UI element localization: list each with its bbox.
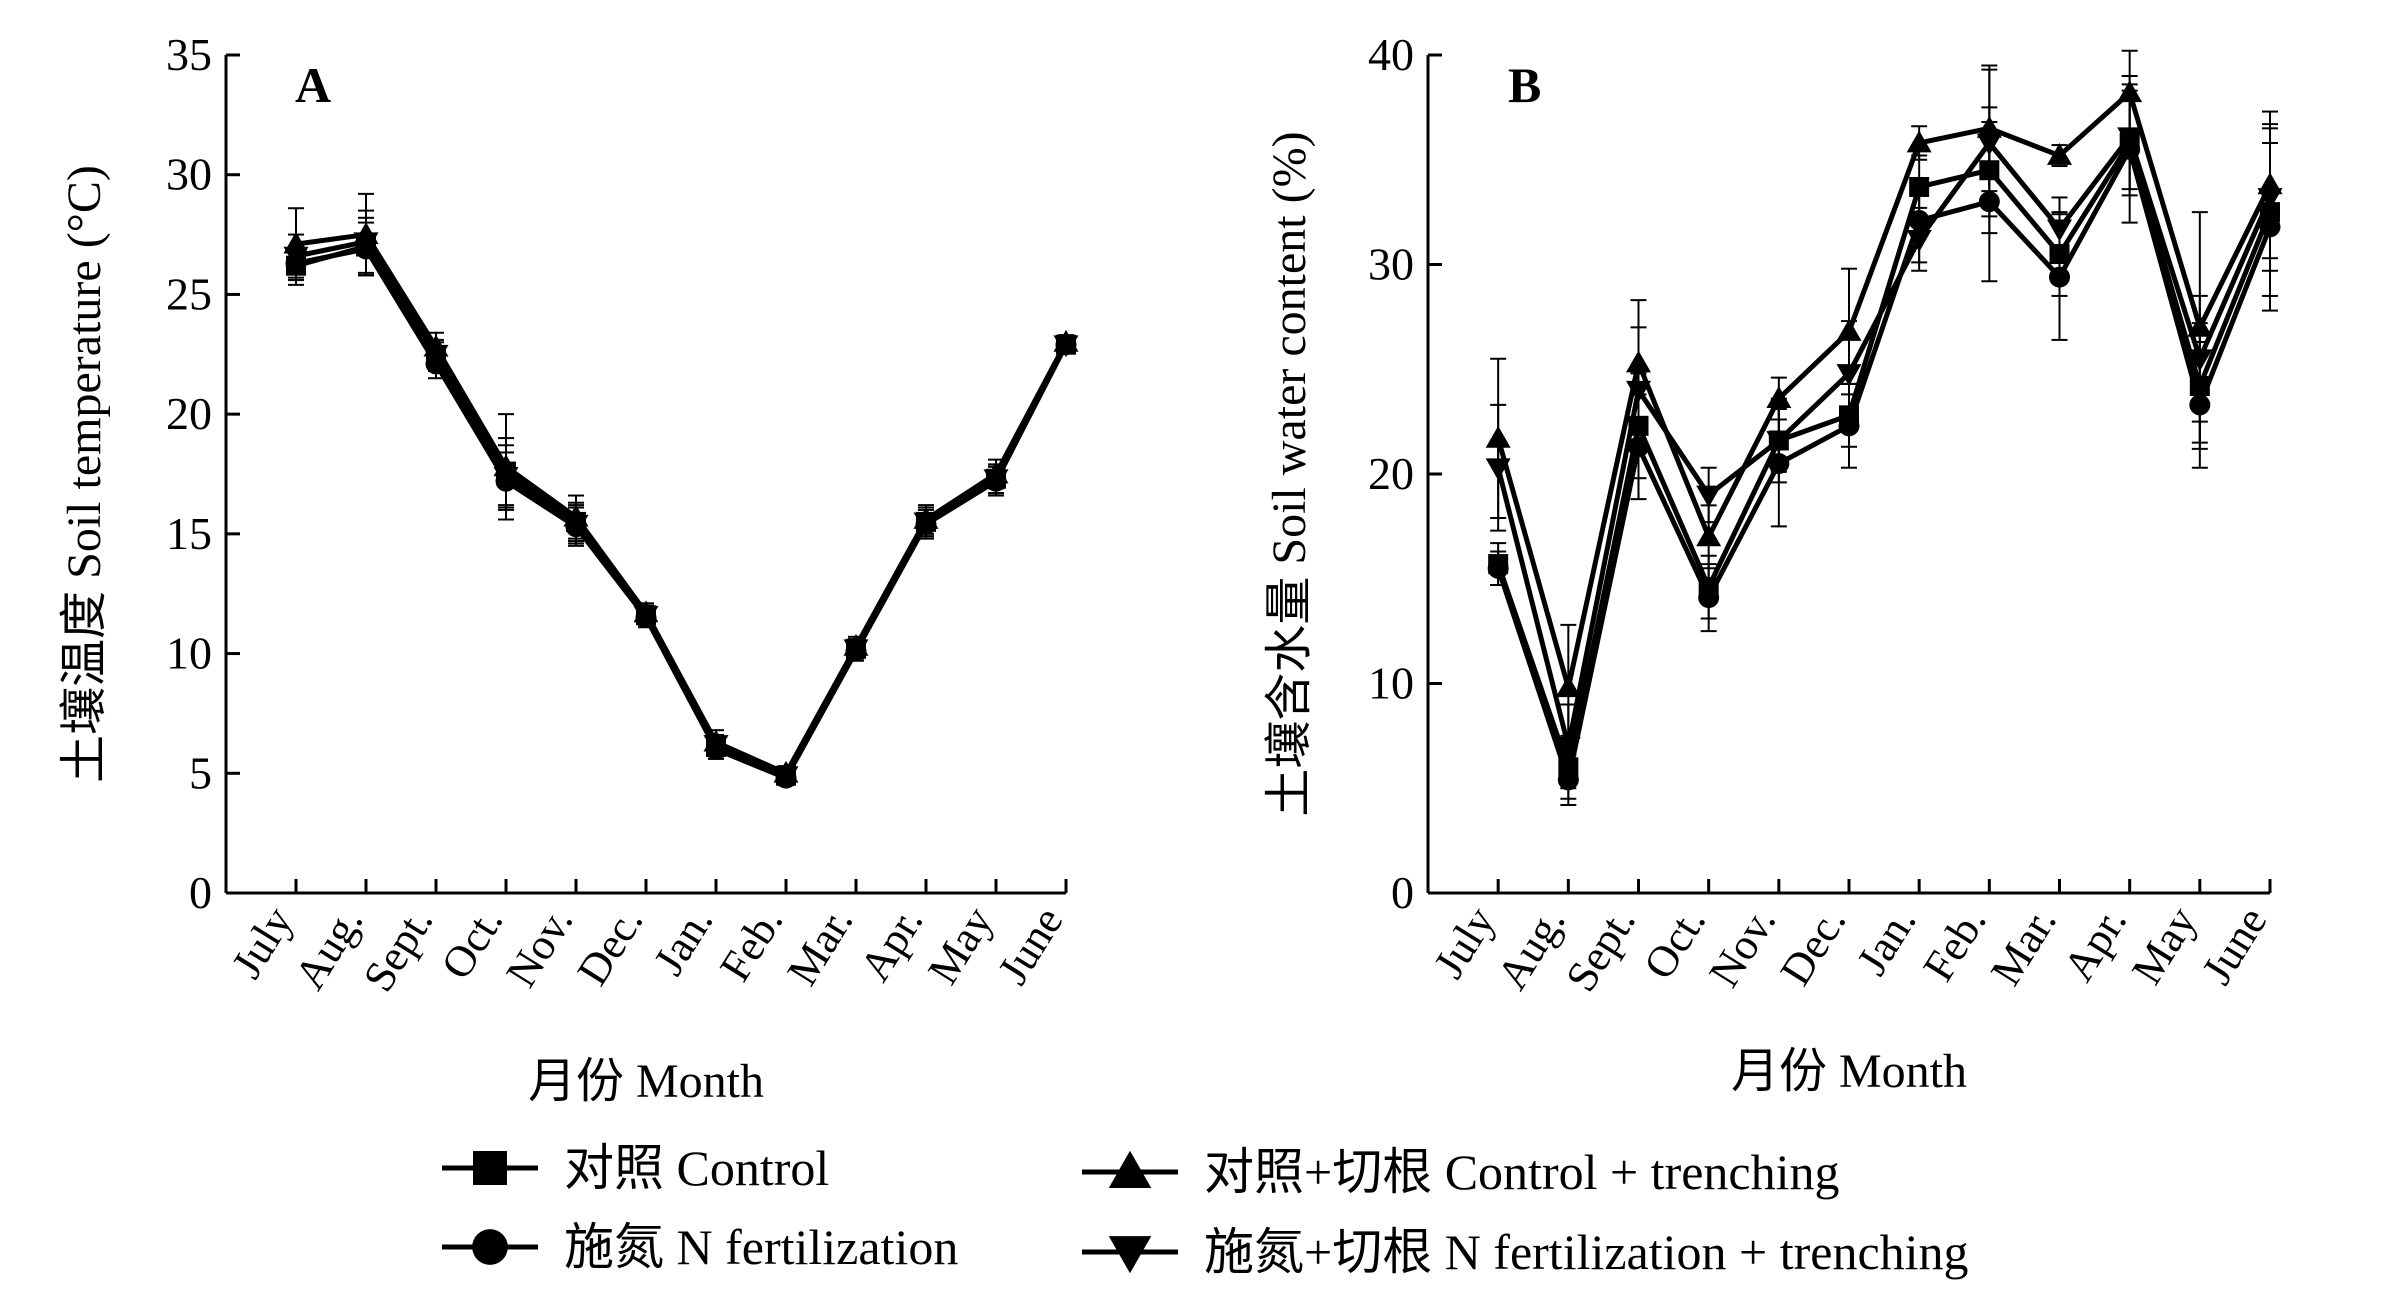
- series-line: [1495, 134, 2273, 749]
- data-point: [1696, 524, 1722, 547]
- legend-item: 对照+切根 Control + trenching: [1082, 1144, 1840, 1200]
- y-tick-label: 10: [166, 628, 212, 679]
- data-point: [983, 469, 1009, 492]
- x-tick-label: Nov.: [1699, 898, 1785, 995]
- data-point: [703, 735, 729, 758]
- panel-a-letter: A: [295, 57, 331, 113]
- y-tick-label: 15: [166, 508, 212, 559]
- data-point: [1696, 485, 1722, 508]
- x-tick-label: Sept.: [354, 898, 443, 1000]
- x-tick-label: Sept.: [1556, 898, 1645, 1000]
- y-tick-label: 30: [1368, 239, 1414, 290]
- x-tick-label: Nov.: [496, 898, 582, 995]
- series-line: [295, 246, 1069, 781]
- x-tick-label: Oct.: [1634, 898, 1715, 987]
- series-line: [295, 239, 1069, 779]
- data-point: [633, 605, 659, 628]
- series-line: [1495, 146, 2273, 783]
- data-point: [423, 344, 449, 367]
- legend-label: 对照 Control: [564, 1140, 829, 1196]
- series-circle: [1487, 74, 2281, 807]
- panel-a-chart: A 05101520253035JulyAug.Sept.Oct.Nov.Dec…: [58, 29, 1079, 1108]
- y-tick-label: 35: [166, 29, 212, 80]
- data-point: [2187, 349, 2213, 372]
- legend-item: 施氮 N fertilization: [442, 1219, 958, 1275]
- data-point: [1976, 133, 2002, 156]
- x-tick-label: Aug.: [1487, 898, 1575, 998]
- series-triangle-down: [283, 209, 1079, 789]
- data-point: [493, 467, 519, 489]
- x-tick-label: Apr.: [850, 898, 932, 989]
- x-tick-label: Aug.: [285, 898, 373, 998]
- y-tick-label: 0: [189, 867, 212, 918]
- series-triangle-up: [1485, 49, 2283, 752]
- legend-marker-triangle-down: [1108, 1236, 1152, 1274]
- legend-label: 施氮+切根 N fertilization + trenching: [1204, 1224, 1969, 1280]
- data-point: [1053, 335, 1079, 358]
- data-point: [1906, 229, 1932, 252]
- x-axis-title: 月份 Month: [528, 1055, 764, 1108]
- x-tick-label: Dec.: [1771, 898, 1856, 993]
- panel-b-letter: B: [1508, 57, 1541, 113]
- legend-label: 对照+切根 Control + trenching: [1204, 1144, 1840, 1200]
- series-triangle-down: [1485, 68, 2283, 790]
- data-point: [563, 514, 589, 537]
- legend-marker-triangle-up: [1108, 1150, 1152, 1188]
- y-axis-title: 土壤含水量 Soil water content (%): [1263, 131, 1316, 816]
- legend-label: 施氮 N fertilization: [564, 1219, 958, 1275]
- data-point: [1485, 458, 1511, 481]
- y-axis-title: 土壤温度 Soil temperature (°C): [58, 165, 111, 783]
- x-axis-title: 月份 Month: [1731, 1045, 1967, 1098]
- y-tick-label: 20: [166, 388, 212, 439]
- legend-item: 施氮+切根 N fertilization + trenching: [1082, 1224, 1969, 1280]
- data-point: [2047, 219, 2072, 242]
- series-line: [1495, 90, 2273, 691]
- x-tick-label: Feb.: [710, 898, 792, 989]
- x-tick-label: June: [2192, 898, 2276, 992]
- data-point: [773, 766, 799, 789]
- y-tick-label: 10: [1368, 658, 1414, 709]
- y-tick-label: 25: [166, 268, 212, 319]
- y-tick-label: 5: [189, 747, 212, 798]
- y-tick-label: 40: [1368, 29, 1414, 80]
- data-point: [283, 246, 309, 269]
- legend-marker-square: [473, 1151, 507, 1185]
- data-point: [1626, 380, 1651, 403]
- x-tick-label: Oct.: [431, 898, 512, 987]
- data-point: [1766, 431, 1792, 453]
- x-tick-label: Apr.: [2054, 898, 2136, 989]
- data-point: [353, 232, 379, 255]
- x-tick-label: Jan.: [644, 898, 722, 983]
- data-point: [1555, 675, 1581, 698]
- data-point: [1487, 557, 1509, 579]
- data-point: [913, 512, 939, 535]
- data-point: [2047, 143, 2072, 165]
- legend-marker-circle: [472, 1229, 508, 1265]
- x-tick-label: Mar.: [778, 898, 863, 993]
- y-tick-label: 20: [1368, 448, 1414, 499]
- x-tick-label: May: [2122, 898, 2206, 992]
- data-point: [1906, 130, 1932, 153]
- data-point: [2049, 266, 2070, 288]
- x-tick-label: May: [918, 898, 1002, 992]
- legend: 对照 Control 施氮 N fertilization 对照+切根 Contro…: [442, 1140, 1969, 1280]
- panel-b-chart: B 010203040JulyAug.Sept.Oct.Nov.Dec.Jan.…: [1263, 29, 2283, 1098]
- x-tick-label: Feb.: [1913, 898, 1995, 989]
- data-point: [1766, 386, 1792, 408]
- x-tick-label: Jan.: [1847, 898, 1925, 983]
- x-tick-label: June: [988, 898, 1072, 992]
- legend-item: 对照 Control: [442, 1140, 829, 1196]
- x-tick-label: Dec.: [568, 898, 653, 993]
- data-point: [2257, 188, 2283, 210]
- data-point: [1555, 736, 1581, 759]
- series-triangle-up: [283, 192, 1079, 783]
- y-tick-label: 30: [166, 149, 212, 200]
- data-point: [2117, 127, 2143, 150]
- data-point: [1698, 587, 1720, 609]
- x-tick-label: Mar.: [1981, 898, 2066, 993]
- data-point: [1836, 364, 1862, 386]
- y-tick-label: 0: [1391, 867, 1414, 918]
- data-point: [843, 639, 869, 662]
